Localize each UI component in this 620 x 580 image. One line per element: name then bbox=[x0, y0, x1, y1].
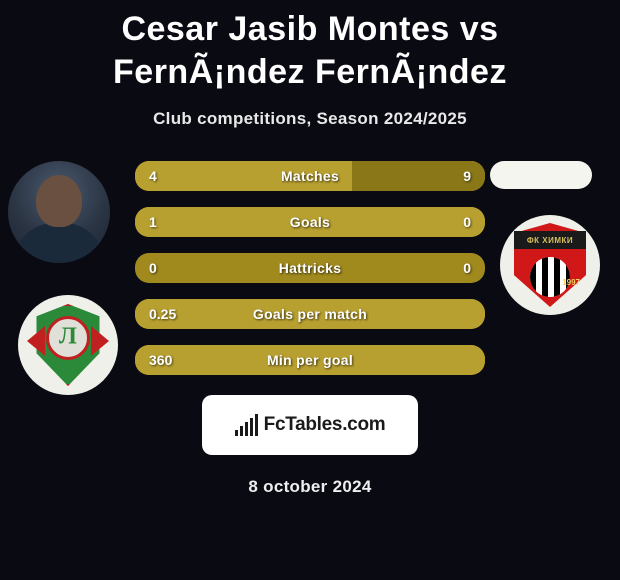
brand-box[interactable]: FcTables.com bbox=[202, 395, 418, 455]
stat-label: Hattricks bbox=[135, 260, 485, 276]
player-photo-right-placeholder bbox=[490, 161, 592, 189]
club-badge-right: ФК ХИМКИ 1997 bbox=[500, 215, 600, 315]
stat-label: Min per goal bbox=[135, 352, 485, 368]
stat-row: 360Min per goal bbox=[135, 345, 485, 375]
page-title: Cesar Jasib Montes vs FernÃ¡ndez FernÃ¡n… bbox=[0, 0, 620, 99]
stat-row: 0Hattricks0 bbox=[135, 253, 485, 283]
club-badge-left: Л bbox=[18, 295, 118, 395]
brand-bars-icon bbox=[235, 414, 258, 436]
player-photo-left bbox=[8, 161, 110, 263]
stats-table: 4Matches91Goals00Hattricks00.25Goals per… bbox=[135, 161, 485, 375]
date-label: 8 october 2024 bbox=[0, 477, 620, 497]
stat-right-value: 0 bbox=[463, 214, 471, 230]
stat-label: Goals bbox=[135, 214, 485, 230]
comparison-content: Л ФК ХИМКИ 1997 4Matches91Goals00Hattric… bbox=[0, 161, 620, 375]
khimki-badge-icon: ФК ХИМКИ 1997 bbox=[514, 223, 586, 307]
stat-row: 4Matches9 bbox=[135, 161, 485, 191]
subtitle: Club competitions, Season 2024/2025 bbox=[0, 109, 620, 129]
stat-right-value: 0 bbox=[463, 260, 471, 276]
stat-row: 1Goals0 bbox=[135, 207, 485, 237]
brand-text: FcTables.com bbox=[264, 414, 386, 436]
stat-label: Goals per match bbox=[135, 306, 485, 322]
stat-row: 0.25Goals per match bbox=[135, 299, 485, 329]
lokomotiv-badge-icon: Л bbox=[33, 304, 103, 386]
stat-right-value: 9 bbox=[463, 168, 471, 184]
stat-label: Matches bbox=[135, 168, 485, 184]
